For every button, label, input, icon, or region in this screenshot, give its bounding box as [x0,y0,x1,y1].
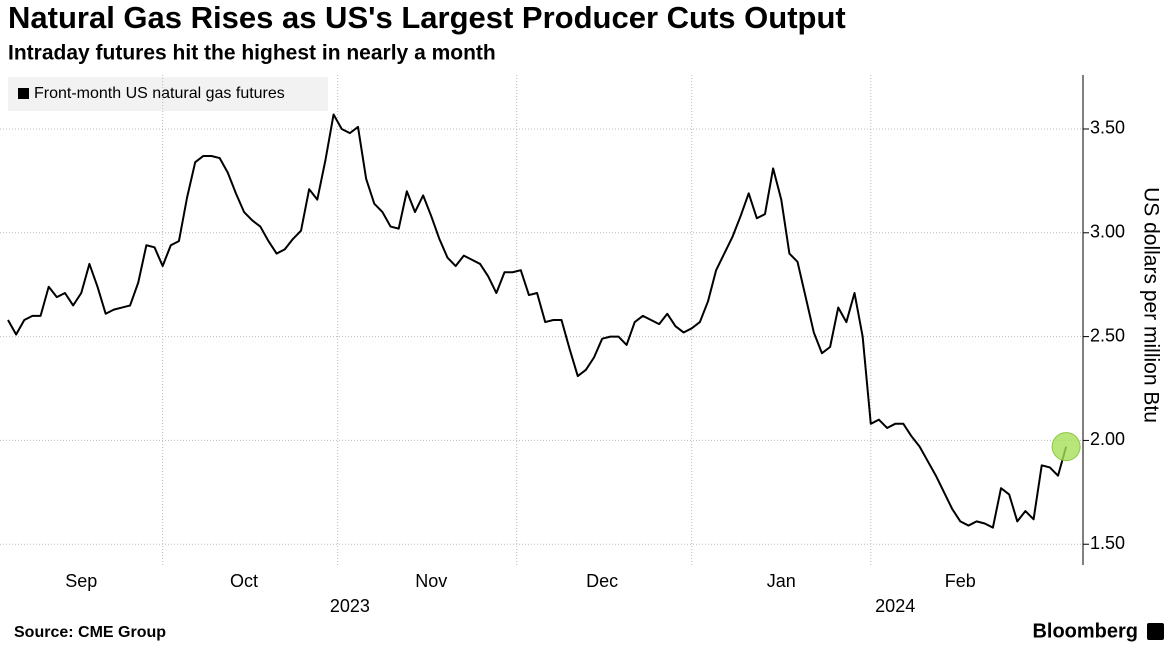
x-tick-label: Jan [767,571,796,591]
chart-subtitle: Intraday futures hit the highest in near… [8,42,496,65]
x-tick-label: Dec [586,571,618,591]
x-tick-label: Nov [415,571,447,591]
y-tick-label: 3.00 [1090,222,1125,242]
y-tick-label: 2.00 [1090,429,1125,449]
brand: Bloomberg [1032,620,1138,642]
y-tick-label: 1.50 [1090,533,1125,553]
line [7,113,1068,529]
y-tick-label: 3.50 [1090,118,1125,138]
legend-label: Front-month US natural gas futures [34,85,285,102]
brand-icon [1147,623,1164,640]
chart-title: Natural Gas Rises as US's Largest Produc… [8,0,846,35]
source: Source: CME Group [14,624,166,641]
x-tick-label: Sep [65,571,97,591]
x-year-label: 2024 [875,596,915,616]
legend-swatch [18,88,29,99]
highlight-point [1051,432,1081,462]
y-tick-label: 2.50 [1090,325,1125,345]
x-tick-label: Oct [230,571,258,591]
x-year-label: 2023 [330,596,370,616]
legend-box [8,77,328,111]
x-tick-label: Feb [945,571,976,591]
y-axis-label: US dollars per million Btu [1139,187,1162,423]
